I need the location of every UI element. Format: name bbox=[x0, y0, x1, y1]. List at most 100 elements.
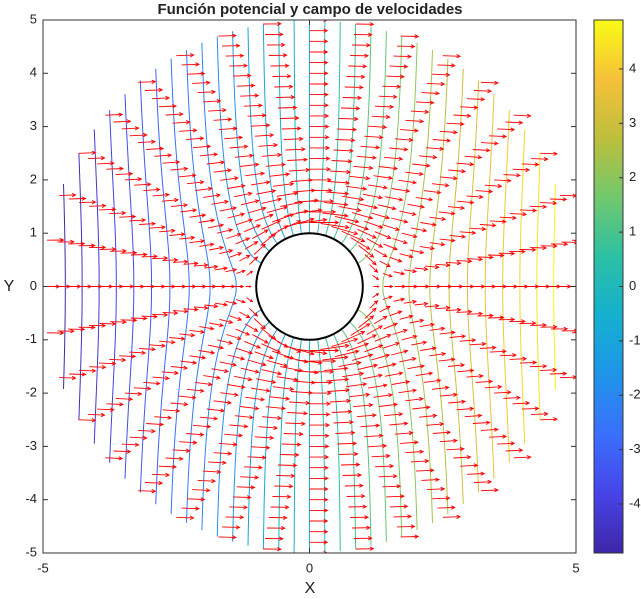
velocity-arrow bbox=[97, 407, 115, 412]
velocity-arrow bbox=[334, 349, 360, 358]
velocity-arrow bbox=[373, 315, 388, 325]
velocity-arrow bbox=[249, 256, 259, 265]
velocity-arrow bbox=[326, 191, 350, 196]
velocity-arrow bbox=[412, 405, 431, 410]
velocity-arrow bbox=[445, 261, 462, 266]
velocity-arrow bbox=[261, 197, 283, 204]
velocity-arrow bbox=[279, 115, 300, 121]
velocity-arrow bbox=[240, 406, 260, 411]
velocity-arrow bbox=[442, 54, 462, 59]
velocity-arrow bbox=[378, 166, 399, 171]
velocity-arrow bbox=[364, 135, 384, 140]
velocity-arrow bbox=[244, 224, 262, 233]
velocity-arrow bbox=[268, 515, 288, 520]
velocity-arrow bbox=[225, 268, 238, 273]
velocity-arrow bbox=[364, 254, 377, 266]
velocity-arrow bbox=[449, 234, 467, 239]
velocity-arrow bbox=[172, 259, 189, 264]
velocity-arrow bbox=[206, 408, 226, 413]
velocity-arrow bbox=[368, 383, 388, 389]
velocity-arrow bbox=[309, 177, 332, 183]
velocity-arrow bbox=[256, 378, 277, 384]
velocity-arrow bbox=[392, 238, 408, 245]
velocity-arrow bbox=[379, 305, 391, 313]
velocity-arrow bbox=[389, 256, 403, 263]
velocity-arrow bbox=[389, 421, 409, 426]
velocity-arrow bbox=[467, 97, 486, 102]
velocity-arrow bbox=[439, 330, 456, 335]
velocity-arrow bbox=[439, 238, 456, 243]
velocity-arrow bbox=[178, 395, 197, 400]
velocity-arrow bbox=[389, 147, 409, 152]
velocity-arrow bbox=[309, 412, 331, 417]
velocity-arrow bbox=[345, 185, 368, 191]
velocity-arrow bbox=[487, 253, 505, 258]
velocity-arrow bbox=[377, 362, 397, 369]
velocity-arrow bbox=[348, 64, 368, 69]
plot bbox=[43, 20, 576, 553]
velocity-arrow bbox=[154, 153, 173, 158]
velocity-arrow bbox=[449, 334, 467, 339]
cylinder bbox=[255, 232, 364, 341]
velocity-arrow bbox=[309, 60, 329, 65]
velocity-arrow bbox=[309, 156, 331, 161]
velocity-arrow bbox=[426, 81, 446, 87]
velocity-arrow bbox=[571, 239, 576, 241]
velocity-arrow bbox=[415, 196, 434, 202]
velocity-arrow bbox=[219, 206, 238, 212]
velocity-arrow bbox=[331, 225, 359, 236]
velocity-arrow bbox=[456, 259, 473, 264]
velocity-arrow bbox=[457, 200, 475, 205]
velocity-arrow bbox=[120, 250, 138, 255]
velocity-arrow bbox=[513, 455, 532, 460]
velocity-arrow bbox=[329, 169, 352, 175]
velocity-arrow bbox=[219, 318, 234, 324]
x-tick-label: -5 bbox=[37, 560, 49, 575]
velocity-arrow bbox=[477, 313, 495, 318]
velocity-arrow bbox=[309, 529, 329, 534]
velocity-arrow bbox=[389, 504, 409, 509]
velocity-arrow bbox=[246, 297, 254, 303]
velocity-arrow bbox=[129, 350, 147, 355]
velocity-arrow bbox=[410, 109, 430, 115]
velocity-arrow bbox=[234, 191, 253, 198]
velocity-arrow bbox=[405, 171, 424, 177]
velocity-arrow bbox=[232, 495, 252, 500]
velocity-arrow bbox=[497, 441, 516, 446]
velocity-arrow bbox=[460, 105, 479, 110]
velocity-arrow bbox=[464, 413, 483, 418]
velocity-arrow bbox=[265, 406, 287, 411]
velocity-arrow bbox=[351, 212, 374, 220]
velocity-arrow bbox=[226, 232, 242, 239]
velocity-arrow bbox=[499, 215, 518, 221]
velocity-arrow bbox=[143, 187, 161, 192]
velocity-arrow bbox=[309, 71, 329, 76]
velocity-arrow bbox=[378, 402, 399, 407]
velocity-arrow bbox=[550, 326, 569, 332]
velocity-arrow bbox=[350, 237, 371, 250]
velocity-arrow bbox=[309, 348, 340, 353]
velocity-arrow bbox=[382, 84, 402, 89]
velocity-arrow bbox=[269, 396, 291, 401]
velocity-arrow bbox=[309, 497, 329, 502]
velocity-arrow bbox=[539, 200, 558, 206]
velocity-arrow bbox=[435, 305, 451, 311]
velocity-arrow bbox=[245, 171, 266, 177]
velocity-arrow bbox=[186, 497, 206, 502]
velocity-arrow bbox=[405, 396, 424, 402]
velocity-arrow bbox=[480, 487, 500, 493]
velocity-arrow bbox=[254, 351, 274, 360]
velocity-arrow bbox=[416, 468, 435, 473]
velocity-arrow bbox=[78, 325, 96, 330]
velocity-arrow bbox=[219, 361, 238, 367]
velocity-arrow bbox=[234, 375, 253, 382]
velocity-arrow bbox=[309, 145, 331, 151]
velocity-arrow bbox=[249, 308, 259, 317]
velocity-arrow bbox=[479, 223, 497, 228]
velocity-arrow bbox=[115, 171, 134, 177]
velocity-arrow bbox=[172, 448, 191, 453]
velocity-arrow bbox=[235, 347, 254, 355]
velocity-arrow bbox=[229, 252, 243, 258]
velocity-arrow bbox=[121, 442, 140, 447]
velocity-arrow bbox=[448, 169, 467, 174]
